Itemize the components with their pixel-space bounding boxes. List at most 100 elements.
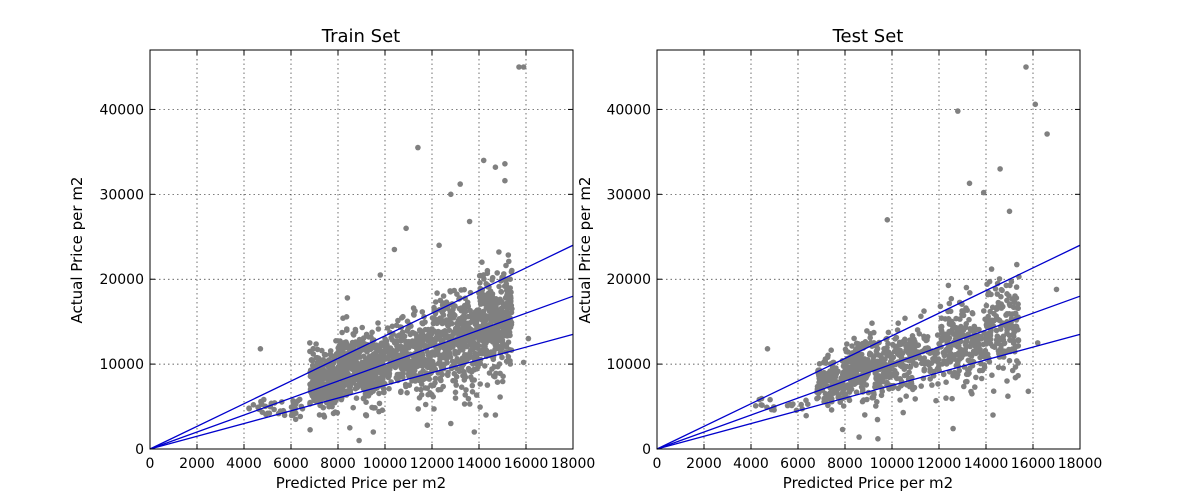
scatter-point (452, 389, 459, 396)
scatter-point (805, 401, 811, 408)
scatter-point (483, 412, 489, 418)
scatter-point (988, 266, 995, 272)
scatter-point (375, 320, 381, 326)
scatter-point (840, 403, 847, 409)
scatter-point (764, 346, 771, 352)
scatter-point (972, 339, 978, 345)
scatter-point (939, 361, 946, 367)
scatter-point (506, 258, 512, 265)
scatter-point (352, 328, 359, 335)
scatter-point (964, 378, 970, 385)
scatter-point (434, 346, 441, 353)
scatter-point (938, 324, 944, 331)
scatter-point (432, 299, 439, 305)
scatter-point (503, 358, 510, 365)
scatter-point (989, 372, 995, 379)
scatter-point (853, 362, 859, 369)
scatter-point (307, 427, 313, 433)
scatter-point (921, 366, 928, 373)
scatter-point (859, 340, 866, 347)
scatter-point (352, 350, 359, 357)
scatter-point (901, 365, 907, 372)
scatter-point (376, 344, 383, 351)
plot-frame (656, 49, 1081, 450)
scatter-point (355, 367, 362, 374)
scatter-point (996, 349, 1003, 356)
scatter-point (319, 347, 325, 354)
scatter-point (1034, 340, 1041, 346)
scatter-point (1004, 291, 1010, 297)
scatter-point (435, 360, 442, 367)
scatter-point (393, 322, 400, 329)
scatter-point (499, 337, 506, 344)
scatter-point (386, 385, 392, 392)
scatter-point (339, 371, 346, 377)
scatter-point (469, 389, 476, 395)
scatter-point (949, 328, 955, 335)
x-tick-label: 10000 (363, 456, 408, 472)
scatter-point (958, 354, 965, 360)
scatter-point (915, 342, 922, 349)
scatter-point (477, 280, 483, 286)
scatter-point (289, 410, 296, 417)
scatter-point (884, 217, 891, 223)
scatter-point (399, 329, 406, 336)
scatter-point (466, 368, 473, 374)
scatter-point (477, 381, 484, 387)
scatter-point (1014, 358, 1020, 364)
x-tick-label: 10000 (870, 456, 915, 472)
scatter-point (790, 401, 796, 407)
scatter-point (485, 294, 492, 301)
scatter-point (381, 389, 387, 396)
scatter-point (343, 340, 350, 347)
scatter-point (973, 374, 979, 381)
x-tick-label: 12000 (410, 456, 455, 472)
scatter-point (494, 379, 501, 386)
y-tick-label: 0 (135, 442, 144, 458)
scatter-point (313, 341, 319, 347)
scatter-point (424, 422, 431, 429)
scatter-point (309, 362, 316, 369)
scatter-point (403, 225, 409, 232)
scatter-point (893, 334, 900, 341)
scatter-point (308, 384, 314, 390)
scatter-point (422, 401, 429, 408)
scatter-point (440, 312, 447, 318)
scatter-point (977, 333, 984, 340)
scatter-point (896, 349, 902, 355)
scatter-point (961, 383, 967, 390)
scatter-point (443, 331, 449, 338)
scatter-point (945, 344, 952, 351)
scatter-point (894, 375, 900, 382)
x-tick-label: 6000 (780, 456, 816, 472)
scatter-points (752, 64, 1060, 442)
scatter-point (430, 349, 436, 355)
scatter-point (1006, 311, 1013, 317)
scatter-point (492, 412, 499, 418)
scatter-point (972, 384, 978, 390)
train-set-chart: Train Set Predicted Price per m2 Actual … (68, 26, 595, 492)
scatter-point (292, 416, 299, 423)
scatter-point (452, 395, 459, 401)
scatter-point (435, 351, 442, 358)
scatter-point (356, 437, 362, 444)
scatter-point (892, 344, 899, 351)
scatter-point (955, 359, 961, 366)
scatter-point (434, 334, 441, 340)
scatter-point (968, 342, 974, 348)
scatter-point (1006, 208, 1013, 215)
scatter-point (1013, 343, 1020, 350)
scatter-point (829, 390, 835, 396)
scatter-point (311, 396, 317, 402)
scatter-point (376, 400, 383, 407)
scatter-point (344, 295, 351, 301)
scatter-point (955, 371, 961, 378)
scatter-point (419, 352, 426, 359)
scatter-point (993, 337, 1000, 343)
scatter-point (505, 339, 512, 346)
scatter-point (339, 329, 345, 336)
scatter-point (923, 337, 929, 344)
scatter-point (874, 399, 880, 405)
scatter-point (949, 395, 955, 402)
scatter-point (909, 333, 916, 339)
